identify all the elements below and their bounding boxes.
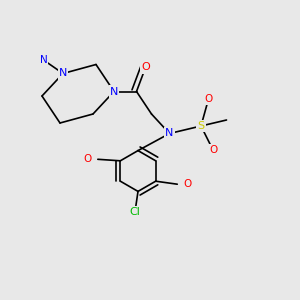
Text: S: S xyxy=(197,121,205,131)
Text: N: N xyxy=(165,128,174,139)
Text: O: O xyxy=(141,62,150,73)
Text: O: O xyxy=(209,145,217,155)
Text: O: O xyxy=(183,179,191,189)
Text: O: O xyxy=(204,94,213,104)
Text: N: N xyxy=(59,68,67,79)
Text: N: N xyxy=(110,86,118,97)
Text: Cl: Cl xyxy=(130,207,140,217)
Text: O: O xyxy=(84,154,92,164)
Text: N: N xyxy=(40,55,47,65)
